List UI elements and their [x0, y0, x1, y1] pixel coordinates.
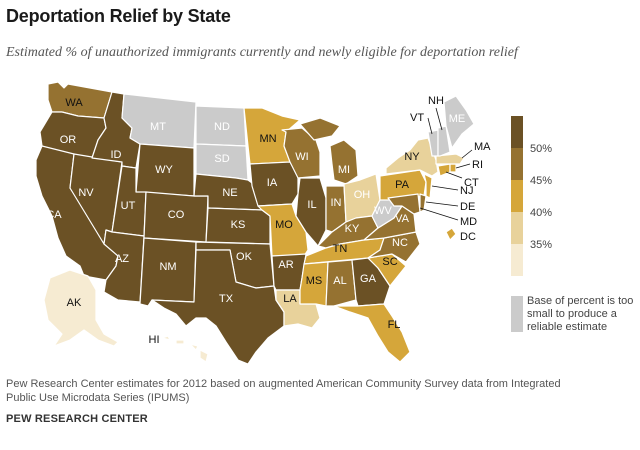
state-shape-fl	[333, 303, 411, 363]
state-label-me: ME	[449, 113, 466, 125]
state-shape-ks	[205, 207, 271, 245]
state-shape-hi	[161, 335, 209, 363]
state-label-ak: AK	[67, 297, 82, 309]
state-label-in: IN	[331, 197, 342, 209]
leader-de	[425, 201, 459, 207]
state-shape-me	[443, 95, 475, 149]
legend-swatch-na	[511, 296, 523, 332]
leader-md	[419, 207, 459, 221]
state-shape-mo	[257, 203, 309, 257]
state-shape-mi	[329, 139, 359, 185]
state-label-oh: OH	[354, 189, 371, 201]
legend-swatch-40	[511, 180, 523, 212]
legend-swatch-30	[511, 244, 523, 276]
state-label-nd: ND	[214, 121, 230, 133]
leader-nj	[431, 185, 459, 191]
chart-title: Deportation Relief by State	[6, 6, 231, 26]
state-label-ut: UT	[121, 200, 136, 212]
state-label-ia: IA	[267, 177, 278, 189]
legend-swatch-45	[511, 148, 523, 180]
legend-tick-35: 35%	[530, 239, 552, 251]
state-label-id: ID	[111, 149, 122, 161]
state-shape-tx	[151, 249, 285, 365]
state-label-nh: NH	[428, 95, 444, 107]
state-label-ky: KY	[345, 223, 360, 235]
state-label-wa: WA	[65, 97, 83, 109]
state-label-tn: TN	[333, 243, 348, 255]
state-label-hi: HI	[149, 334, 160, 346]
state-label-mi: MI	[338, 164, 350, 176]
state-label-ma: MA	[474, 141, 491, 153]
state-label-mt: MT	[150, 121, 166, 133]
leader-ct	[445, 171, 463, 179]
chart-subtitle: Estimated % of unauthorized immigrants c…	[6, 45, 518, 60]
state-label-wv: WV	[374, 205, 392, 217]
leader-vt	[427, 117, 433, 135]
state-shape-de	[419, 193, 427, 213]
source-note: Pew Research Center estimates for 2012 b…	[6, 378, 561, 404]
state-label-vt: VT	[410, 112, 424, 124]
state-label-la: LA	[283, 293, 297, 305]
state-label-fl: FL	[388, 319, 401, 331]
state-shape-ak	[43, 269, 119, 347]
state-shape-mi-up	[299, 117, 341, 141]
state-label-nv: NV	[78, 187, 94, 199]
credit-line: PEW RESEARCH CENTER	[6, 413, 148, 425]
legend-tick-40: 40%	[530, 207, 552, 219]
state-label-mo: MO	[275, 219, 293, 231]
legend: 50% 45% 40% 35%	[511, 116, 552, 332]
state-label-pa: PA	[395, 179, 410, 191]
leader-ri	[455, 163, 471, 169]
state-label-sd: SD	[214, 153, 229, 165]
state-label-ms: MS	[306, 275, 323, 287]
state-label-wy: WY	[155, 164, 173, 176]
state-label-dc: DC	[460, 231, 476, 243]
state-label-ne: NE	[222, 187, 237, 199]
state-shape-ri	[449, 163, 457, 173]
state-shape-al	[325, 259, 357, 307]
legend-na-label: Base of percent is too small to produce …	[527, 295, 634, 333]
state-label-de: DE	[460, 201, 475, 213]
state-label-ga: GA	[360, 273, 377, 285]
state-shape-nj	[423, 173, 433, 199]
leader-ma	[461, 149, 473, 159]
state-label-al: AL	[333, 275, 346, 287]
state-label-nm: NM	[159, 261, 176, 273]
leader-nh	[435, 107, 443, 131]
state-shape-ct	[437, 163, 451, 177]
legend-tick-45: 45%	[530, 175, 552, 187]
state-shape-nh	[437, 125, 451, 157]
state-label-md: MD	[460, 216, 477, 228]
state-label-ny: NY	[404, 151, 420, 163]
state-label-nc: NC	[392, 237, 408, 249]
state-label-ca: CA	[46, 209, 62, 221]
state-label-mn: MN	[259, 133, 276, 145]
state-label-sc: SC	[382, 256, 397, 268]
state-label-co: CO	[168, 209, 185, 221]
state-shape-ma	[435, 153, 465, 165]
state-label-va: VA	[395, 213, 410, 225]
legend-swatch-50	[511, 116, 523, 148]
state-label-tx: TX	[219, 293, 234, 305]
state-label-il: IL	[307, 199, 316, 211]
legend-tick-50: 50%	[530, 143, 552, 155]
state-shape-dc	[445, 227, 457, 241]
state-label-ar: AR	[278, 259, 293, 271]
state-shape-az	[103, 229, 145, 303]
state-label-ct: CT	[464, 177, 479, 189]
state-label-ok: OK	[236, 251, 253, 263]
state-label-nj: NJ	[460, 185, 473, 197]
state-label-or: OR	[60, 134, 77, 146]
legend-swatch-35	[511, 212, 523, 244]
state-shape-md	[387, 193, 421, 215]
state-label-ks: KS	[231, 219, 246, 231]
state-label-ri: RI	[472, 159, 483, 171]
state-label-wi: WI	[295, 151, 308, 163]
state-label-az: AZ	[115, 253, 129, 265]
